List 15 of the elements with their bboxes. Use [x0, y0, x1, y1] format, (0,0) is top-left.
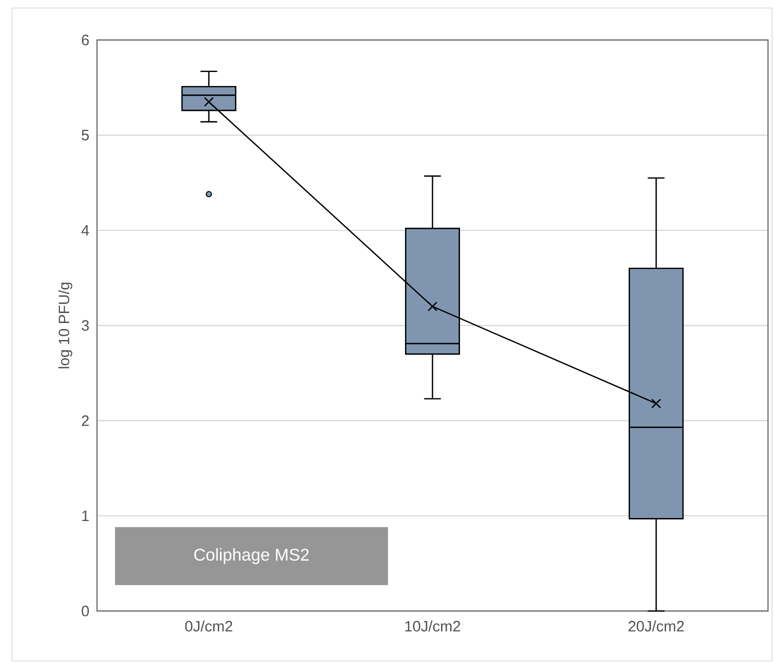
y-tick-label: 6: [82, 34, 89, 46]
y-tick-label: 0: [82, 606, 89, 616]
point: [204, 96, 214, 107]
y-axis-title: log 10 PFU/g: [58, 282, 72, 368]
annotation: Coliphage MS2: [194, 548, 309, 564]
x-tick-label: 0J/cm2: [185, 620, 232, 632]
point: [428, 302, 438, 312]
x-tick-label: 20J/cm2: [628, 620, 684, 632]
y-tick-label: 4: [81, 225, 90, 236]
x-tick-label: 10J/cm2: [405, 620, 460, 632]
y-tick-label: 3: [82, 320, 89, 331]
y-tick-label: 2: [82, 415, 89, 426]
point: [651, 398, 662, 408]
y-tick-label: 1: [82, 510, 89, 521]
y-tick-label: 5: [82, 130, 89, 140]
